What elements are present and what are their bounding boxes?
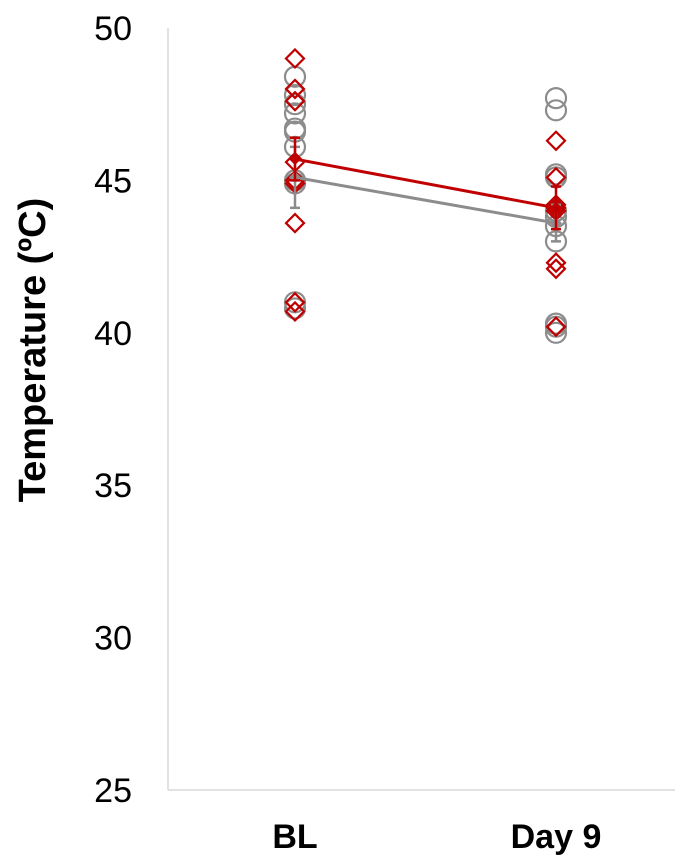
data-point-diamond bbox=[284, 90, 306, 112]
data-point-circle bbox=[544, 99, 568, 122]
x-category-label: BL bbox=[272, 818, 317, 856]
data-point-diamond bbox=[545, 130, 567, 152]
data-point-diamond bbox=[545, 258, 567, 280]
data-point-circle bbox=[283, 102, 307, 125]
data-point-circle bbox=[544, 87, 568, 110]
y-tick-labels: 25 30 35 40 45 50 bbox=[94, 10, 132, 810]
x-category-labels: BL Day 9 bbox=[272, 818, 601, 856]
y-axis-label: Temperature (ºC) bbox=[12, 198, 54, 503]
data-point-diamond bbox=[284, 291, 306, 313]
y-tick-label: 50 bbox=[94, 10, 132, 48]
data-point-diamond bbox=[284, 300, 306, 323]
data-point-circle bbox=[283, 83, 307, 107]
chart-axes bbox=[167, 28, 675, 791]
data-point-diamond bbox=[545, 316, 567, 338]
data-point-diamond bbox=[284, 212, 306, 234]
data-point-diamond bbox=[284, 47, 306, 70]
data-point-circle bbox=[283, 297, 307, 320]
y-tick-label: 30 bbox=[94, 620, 132, 658]
data-point-diamond bbox=[545, 252, 567, 274]
mean-line bbox=[294, 175, 557, 225]
mean-marker bbox=[289, 153, 301, 166]
y-tick-label: 25 bbox=[94, 772, 132, 810]
data-point-circle bbox=[283, 93, 307, 116]
data-point-diamond bbox=[284, 78, 306, 100]
data-point-circle bbox=[283, 65, 307, 88]
mean-line bbox=[294, 157, 557, 210]
data-point-circle bbox=[544, 321, 568, 344]
data-points bbox=[283, 47, 568, 344]
y-tick-label: 35 bbox=[94, 467, 132, 505]
y-tick-label: 40 bbox=[94, 315, 132, 353]
mean-marker bbox=[550, 201, 562, 214]
y-tick-label: 45 bbox=[94, 162, 132, 200]
x-category-label: Day 9 bbox=[511, 818, 602, 856]
mean-lines bbox=[289, 136, 562, 243]
